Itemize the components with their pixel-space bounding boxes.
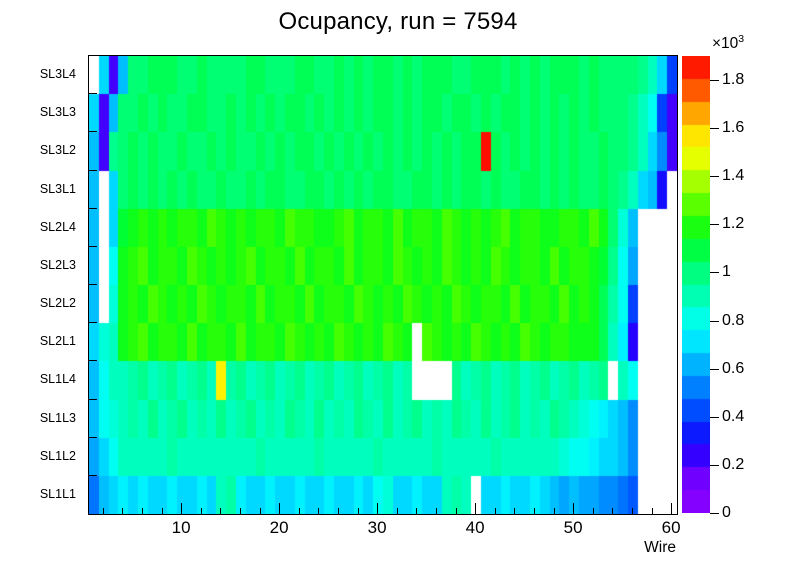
colorbar-tick <box>710 272 719 274</box>
x-axis-minor-tick <box>318 508 320 514</box>
colorbar-tick-label: 0.4 <box>722 407 745 425</box>
x-axis-minor-tick <box>239 508 241 514</box>
colorbar-gradient <box>682 56 710 513</box>
y-axis-tick-label: SL3L4 <box>39 67 76 82</box>
colorbar-tick <box>710 464 719 466</box>
colorbar-tick-label: 0.8 <box>722 311 745 329</box>
x-axis-minor-tick <box>259 508 261 514</box>
colorbar-tick <box>710 320 719 322</box>
x-axis-minor-tick <box>337 508 339 514</box>
y-axis-tick <box>88 322 97 324</box>
colorbar-tick-label: 1.8 <box>722 71 745 89</box>
x-axis-minor-tick <box>514 508 516 514</box>
y-axis-tick <box>88 169 97 171</box>
colorbar-tick-label: 1.4 <box>722 167 745 185</box>
x-axis-minor-tick <box>102 508 104 514</box>
colorbar-tick-label: 0.2 <box>722 455 745 473</box>
colorbar-tick <box>710 416 719 418</box>
x-axis-major-tick <box>181 503 183 514</box>
colorbar-tick <box>710 224 719 226</box>
colorbar-exponent-value: 3 <box>738 33 745 45</box>
colorbar-tick-label: 1 <box>722 263 731 281</box>
x-axis-minor-tick <box>553 508 555 514</box>
y-axis-tick-label: SL2L2 <box>39 296 76 311</box>
x-axis-minor-tick <box>494 508 496 514</box>
colorbar-tick-label: 0 <box>722 504 731 521</box>
x-axis-title: Wire <box>644 539 676 556</box>
x-axis-minor-tick <box>631 508 633 514</box>
y-axis-tick-label: SL3L3 <box>39 105 76 120</box>
y-axis-tick <box>88 207 97 209</box>
x-axis-major-tick <box>279 503 281 514</box>
heatmap-cells <box>89 56 677 514</box>
x-axis-tick-label: 10 <box>171 518 191 537</box>
y-axis-tick-label: SL1L1 <box>39 486 76 501</box>
y-axis-tick <box>88 93 97 95</box>
colorbar-tick <box>710 128 719 130</box>
y-axis-tick <box>88 398 97 400</box>
colorbar-tick-label: 0.6 <box>722 359 745 377</box>
colorbar-tick <box>710 513 719 514</box>
x-axis-minor-tick <box>298 508 300 514</box>
x-axis-minor-tick <box>435 508 437 514</box>
y-axis-tick <box>88 360 97 362</box>
colorbar-tick <box>710 176 719 178</box>
x-axis-tick-label: 50 <box>563 518 583 537</box>
colorbar-exponent-prefix: ×10 <box>712 35 739 53</box>
y-axis-tick-label: SL1L4 <box>39 372 76 387</box>
y-axis-tick <box>88 436 97 438</box>
y-axis-tick <box>88 245 97 247</box>
x-axis-minor-tick <box>200 508 202 514</box>
x-axis-tick-label: 20 <box>269 518 289 537</box>
x-axis-minor-tick <box>161 508 163 514</box>
x-axis-major-tick <box>377 503 379 514</box>
y-axis-tick-label: SL1L2 <box>39 448 76 463</box>
x-axis-minor-tick <box>612 508 614 514</box>
x-axis-minor-tick <box>533 508 535 514</box>
y-axis-tick-label: SL1L3 <box>39 410 76 425</box>
colorbar-tick-label: 1.6 <box>722 119 745 137</box>
x-axis-tick-label: 40 <box>465 518 485 537</box>
x-axis-major-tick <box>475 503 477 514</box>
x-axis-minor-tick <box>416 508 418 514</box>
heatmap-plot-area <box>88 55 678 515</box>
colorbar-tick <box>710 80 719 82</box>
x-axis-minor-tick <box>357 508 359 514</box>
colorbar-tick <box>710 368 719 370</box>
x-axis-minor-tick <box>455 508 457 514</box>
x-axis-minor-tick <box>651 508 653 514</box>
x-axis-minor-tick <box>220 508 222 514</box>
x-axis-minor-tick <box>396 508 398 514</box>
colorbar-exponent: ×103 <box>712 33 744 53</box>
x-axis-minor-tick <box>592 508 594 514</box>
y-axis-tick-label: SL3L1 <box>39 181 76 196</box>
x-axis-minor-tick <box>122 508 124 514</box>
x-axis-major-tick <box>671 503 673 514</box>
colorbar-tick-label: 1.2 <box>722 215 745 233</box>
x-axis-tick-label: 60 <box>661 518 681 537</box>
colorbar <box>682 56 710 513</box>
x-axis-minor-tick <box>141 508 143 514</box>
x-axis-tick-label: 30 <box>367 518 387 537</box>
page-title: Ocupancy, run = 7594 <box>278 8 518 35</box>
y-axis-tick-label: SL2L1 <box>39 334 76 349</box>
y-axis-tick-label: SL2L4 <box>39 219 76 234</box>
y-axis-tick <box>88 284 97 285</box>
y-axis-tick <box>88 474 97 476</box>
y-axis-tick <box>88 131 97 133</box>
y-axis-tick-label: SL3L2 <box>39 143 76 158</box>
y-axis: SL3L4 SL3L3 SL3L2 SL3L1 SL2L4 SL2L3 SL2L2 SL2L1… <box>0 55 84 513</box>
x-axis-major-tick <box>573 503 575 514</box>
y-axis-tick-label: SL2L3 <box>39 257 76 272</box>
